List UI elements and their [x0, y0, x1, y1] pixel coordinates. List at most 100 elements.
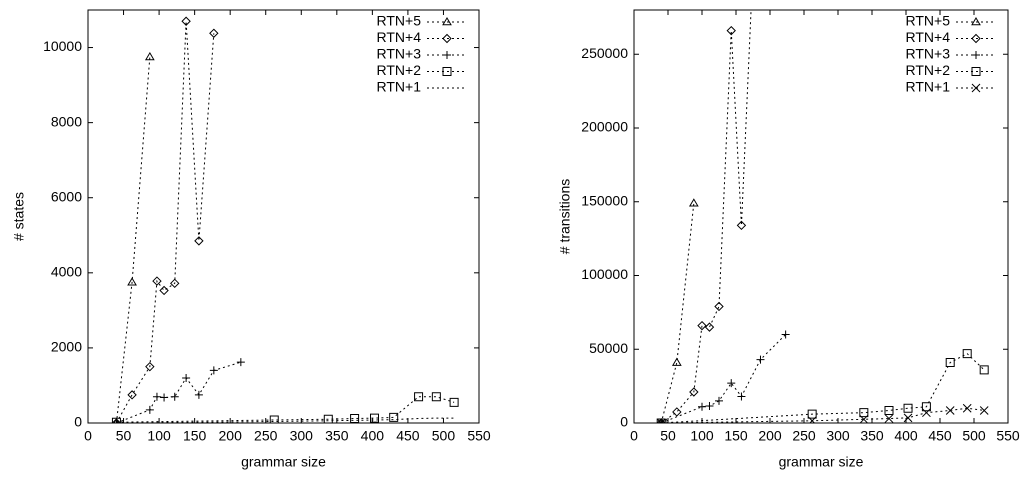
point-marker [656, 418, 666, 423]
series-line [661, 407, 985, 423]
x-tick-label: 200 [219, 428, 243, 444]
legend-label: RTN+4 [906, 29, 951, 45]
x-tick-label: 500 [962, 428, 986, 444]
point-marker [112, 419, 121, 423]
point-marker [962, 349, 972, 359]
legend-label: RTN+5 [906, 13, 951, 29]
point-marker [389, 412, 399, 422]
point-marker [705, 402, 714, 411]
point-marker [922, 408, 931, 418]
point-marker [236, 358, 245, 367]
point-marker [657, 419, 666, 423]
legend-marker [971, 33, 981, 44]
point-marker [689, 387, 699, 397]
point-marker [127, 390, 137, 400]
legend-marker [442, 67, 452, 76]
x-axis-label: grammar size [241, 454, 326, 470]
point-marker [859, 414, 869, 423]
point-marker [111, 417, 121, 423]
point-marker [181, 16, 191, 26]
x-tick-label: 300 [290, 428, 314, 444]
x-axis-label: grammar size [779, 454, 864, 470]
point-marker [449, 397, 459, 407]
x-tick-label: 100 [690, 428, 714, 444]
plot-area [111, 16, 459, 423]
x-tick-label: 300 [826, 428, 850, 444]
legend-label: RTN+5 [377, 13, 422, 29]
y-tick-label: 8000 [51, 113, 82, 129]
point-marker [979, 365, 989, 375]
series-line [661, 334, 786, 423]
legend-label: RTN+3 [377, 46, 422, 62]
x-tick-label: 550 [996, 428, 1020, 444]
y-axis-label: # transitions [557, 179, 573, 254]
point-marker [979, 406, 989, 415]
x-tick-label: 350 [325, 428, 349, 444]
y-tick-label: 2000 [51, 339, 82, 355]
legend-label: RTN+3 [906, 46, 951, 62]
legend-label: RTN+4 [377, 29, 422, 45]
x-tick-label: 400 [361, 428, 385, 444]
point-marker [859, 408, 869, 418]
point-marker [921, 402, 931, 412]
point-marker [160, 393, 169, 402]
point-marker [152, 392, 161, 401]
point-marker [807, 409, 817, 419]
point-marker [159, 285, 169, 296]
x-tick-label: 450 [928, 428, 952, 444]
legend-marker [971, 67, 981, 76]
point-marker [945, 406, 955, 415]
point-marker [145, 361, 155, 372]
point-marker [144, 51, 155, 61]
point-marker [727, 379, 736, 388]
x-tick-label: 550 [467, 428, 491, 444]
x-tick-label: 50 [660, 428, 676, 444]
point-marker [194, 236, 204, 246]
legend-marker [971, 17, 981, 26]
series-line [116, 417, 455, 423]
point-marker [672, 407, 682, 417]
point-marker [209, 366, 218, 375]
point-marker [756, 355, 765, 364]
point-marker [152, 276, 162, 286]
point-marker [369, 413, 379, 423]
x-tick-label: 150 [183, 428, 207, 444]
legend-marker [971, 83, 981, 93]
point-marker [414, 392, 424, 402]
point-marker [350, 413, 360, 423]
point-marker [656, 418, 666, 423]
point-marker [431, 392, 441, 402]
x-tick-label: 0 [84, 428, 92, 444]
y-axis-label: # states [11, 192, 27, 241]
point-marker [726, 25, 736, 36]
legend-label: RTN+2 [377, 62, 422, 78]
point-marker [962, 403, 972, 413]
point-marker [945, 358, 955, 368]
y-tick-label: 4000 [51, 264, 82, 280]
legend-label: RTN+1 [906, 79, 951, 95]
x-tick-label: 250 [792, 428, 816, 444]
x-tick-label: 450 [396, 428, 420, 444]
y-tick-label: 10000 [43, 38, 82, 54]
x-tick-label: 200 [758, 428, 782, 444]
y-tick-label: 6000 [51, 188, 82, 204]
point-marker [658, 418, 665, 423]
point-marker [736, 220, 747, 231]
series-line [116, 396, 455, 423]
y-tick-label: 100000 [581, 266, 628, 282]
point-marker [209, 28, 219, 38]
x-tick-label: 500 [432, 428, 456, 444]
legend-marker [442, 33, 452, 44]
series-line [660, 203, 695, 423]
legend-marker [972, 51, 980, 59]
point-marker [715, 396, 723, 405]
point-marker [170, 392, 179, 401]
point-marker [704, 322, 715, 332]
plot-frame [633, 9, 1009, 424]
point-marker [194, 390, 203, 399]
y-tick-label: 0 [74, 414, 82, 430]
point-marker [688, 198, 699, 207]
point-marker [145, 405, 154, 414]
legend-label: RTN+2 [906, 62, 951, 78]
